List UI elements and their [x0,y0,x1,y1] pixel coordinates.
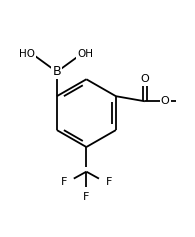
Text: F: F [83,192,90,202]
Text: O: O [161,96,169,106]
Text: OH: OH [77,49,93,59]
Text: HO: HO [19,49,35,59]
Text: F: F [60,178,67,187]
Text: F: F [106,178,112,187]
Text: B: B [52,65,61,78]
Text: O: O [141,74,149,84]
